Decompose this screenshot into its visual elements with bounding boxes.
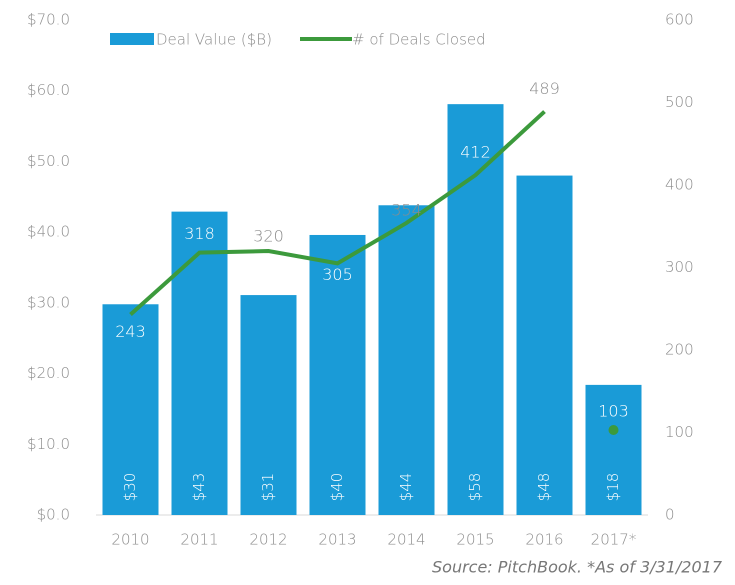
y-tick-label: $60.0 [27,81,70,99]
source-note: Source: PitchBook. *As of 3/31/2017 [432,558,723,577]
bar-value-label: $44 [397,473,415,502]
line-value-label: 412 [460,143,491,162]
bar-value-label: $43 [190,473,208,502]
y-tick-label: $20.0 [27,364,70,382]
x-tick-label: 2011 [180,531,218,549]
x-tick-label: 2017* [591,531,637,549]
y2-tick-label: 0 [665,506,675,524]
x-tick-label: 2015 [456,531,494,549]
legend-swatch [110,33,154,45]
line-value-label: 320 [253,227,284,246]
line-value-label: 243 [115,322,146,341]
line-value-label: 318 [184,224,215,243]
x-tick-label: 2016 [525,531,563,549]
bar [378,205,435,515]
line [129,110,546,317]
legend-label: # of Deals Closed [352,31,486,49]
bar [102,304,159,515]
legend-label: Deal Value ($B) [156,31,272,49]
y2-tick-label: 200 [665,341,694,359]
bar [171,211,228,515]
bar [240,295,297,515]
y-tick-label: $0.0 [37,506,70,524]
point [608,425,619,436]
bar [447,104,504,516]
y-tick-label: $70.0 [27,11,70,29]
y2-tick-label: 100 [665,423,694,441]
bar-value-label: $58 [466,473,484,502]
x-tick-label: 2013 [318,531,356,549]
bar [516,175,573,516]
line-value-label: 103 [598,402,629,421]
bar [585,384,642,515]
y-tick-label: $50.0 [27,152,70,170]
y-tick-label: $30.0 [27,293,70,311]
line-value-label: 354 [391,200,422,219]
line-value-label: 305 [322,265,353,284]
bar-value-label: $40 [328,473,346,502]
bar [309,234,366,515]
y2-tick-label: 300 [665,258,694,276]
y2-tick-label: 500 [665,93,694,111]
bar-value-label: $30 [121,473,139,502]
y2-tick-label: 600 [665,11,694,29]
bar-value-label: $48 [535,473,553,502]
x-tick-label: 2010 [111,531,149,549]
y2-tick-label: 400 [665,176,694,194]
bar-value-label: $18 [604,473,622,502]
line-value-label: 489 [529,79,560,98]
x-tick-label: 2014 [387,531,425,549]
x-tick-label: 2012 [249,531,287,549]
y-tick-label: $40.0 [27,223,70,241]
y-tick-label: $10.0 [27,435,70,453]
bar-value-label: $31 [259,473,277,502]
